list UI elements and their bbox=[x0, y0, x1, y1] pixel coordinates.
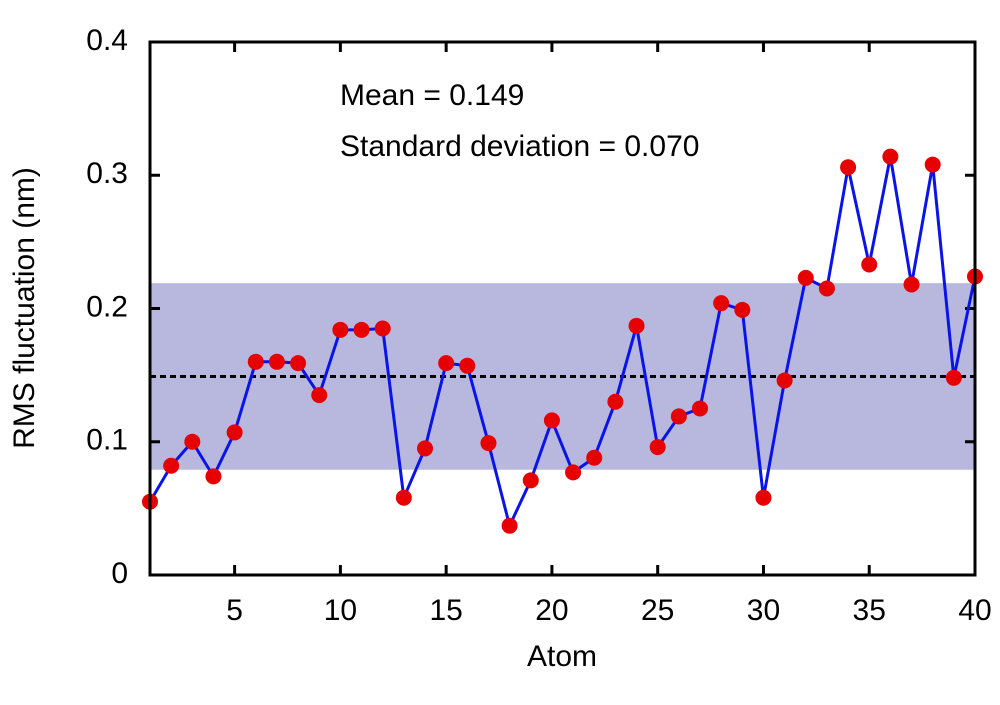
x-tick-label: 20 bbox=[535, 594, 568, 627]
data-point bbox=[924, 156, 941, 173]
annotation: Standard deviation = 0.070 bbox=[340, 130, 699, 163]
data-point bbox=[522, 472, 539, 489]
data-point bbox=[501, 517, 518, 534]
data-point bbox=[861, 256, 878, 273]
data-point bbox=[395, 489, 412, 506]
y-tick-label: 0 bbox=[111, 557, 128, 590]
data-point bbox=[184, 433, 201, 450]
x-tick-label: 5 bbox=[226, 594, 243, 627]
data-point bbox=[755, 489, 772, 506]
data-point bbox=[670, 408, 687, 425]
data-point bbox=[797, 269, 814, 286]
data-point bbox=[776, 372, 793, 389]
data-point bbox=[311, 387, 328, 404]
data-point bbox=[840, 159, 857, 176]
data-point bbox=[459, 357, 476, 374]
data-point bbox=[480, 435, 497, 452]
data-point bbox=[268, 353, 285, 370]
x-tick-label: 40 bbox=[958, 594, 991, 627]
data-point bbox=[565, 464, 582, 481]
data-point bbox=[543, 412, 560, 429]
data-point bbox=[692, 400, 708, 417]
data-point bbox=[247, 353, 264, 370]
y-tick-label: 0.2 bbox=[86, 290, 128, 323]
data-point bbox=[417, 440, 433, 457]
data-point bbox=[226, 424, 243, 441]
data-point bbox=[163, 457, 180, 474]
annotation: Mean = 0.149 bbox=[340, 79, 524, 112]
x-tick-label: 30 bbox=[747, 594, 780, 627]
data-point bbox=[945, 369, 962, 386]
data-point bbox=[290, 355, 307, 372]
data-point bbox=[882, 148, 899, 165]
data-point bbox=[818, 280, 835, 297]
data-point bbox=[713, 295, 730, 312]
data-point bbox=[649, 439, 666, 456]
data-line bbox=[148, 156, 977, 531]
data-point bbox=[628, 317, 645, 334]
data-point bbox=[734, 301, 751, 318]
x-tick-label: 15 bbox=[429, 594, 462, 627]
y-tick-label: 0.3 bbox=[86, 157, 128, 190]
plot-frame bbox=[148, 40, 977, 577]
y-tick-label: 0.1 bbox=[86, 424, 128, 457]
y-axis-label: RMS fluctuation (nm) bbox=[8, 167, 41, 449]
data-point bbox=[332, 321, 349, 338]
x-tick-label: 10 bbox=[324, 594, 357, 627]
data-point bbox=[903, 276, 920, 293]
x-tick-label: 25 bbox=[641, 594, 674, 627]
data-point bbox=[586, 449, 603, 466]
data-point bbox=[353, 321, 370, 338]
x-tick-label: 35 bbox=[853, 594, 886, 627]
data-point bbox=[374, 320, 391, 337]
data-point bbox=[607, 393, 624, 410]
x-axis-label: Atom bbox=[527, 640, 597, 673]
y-tick-label: 0.4 bbox=[86, 24, 128, 57]
data-point bbox=[438, 355, 455, 372]
data-point bbox=[205, 468, 222, 485]
